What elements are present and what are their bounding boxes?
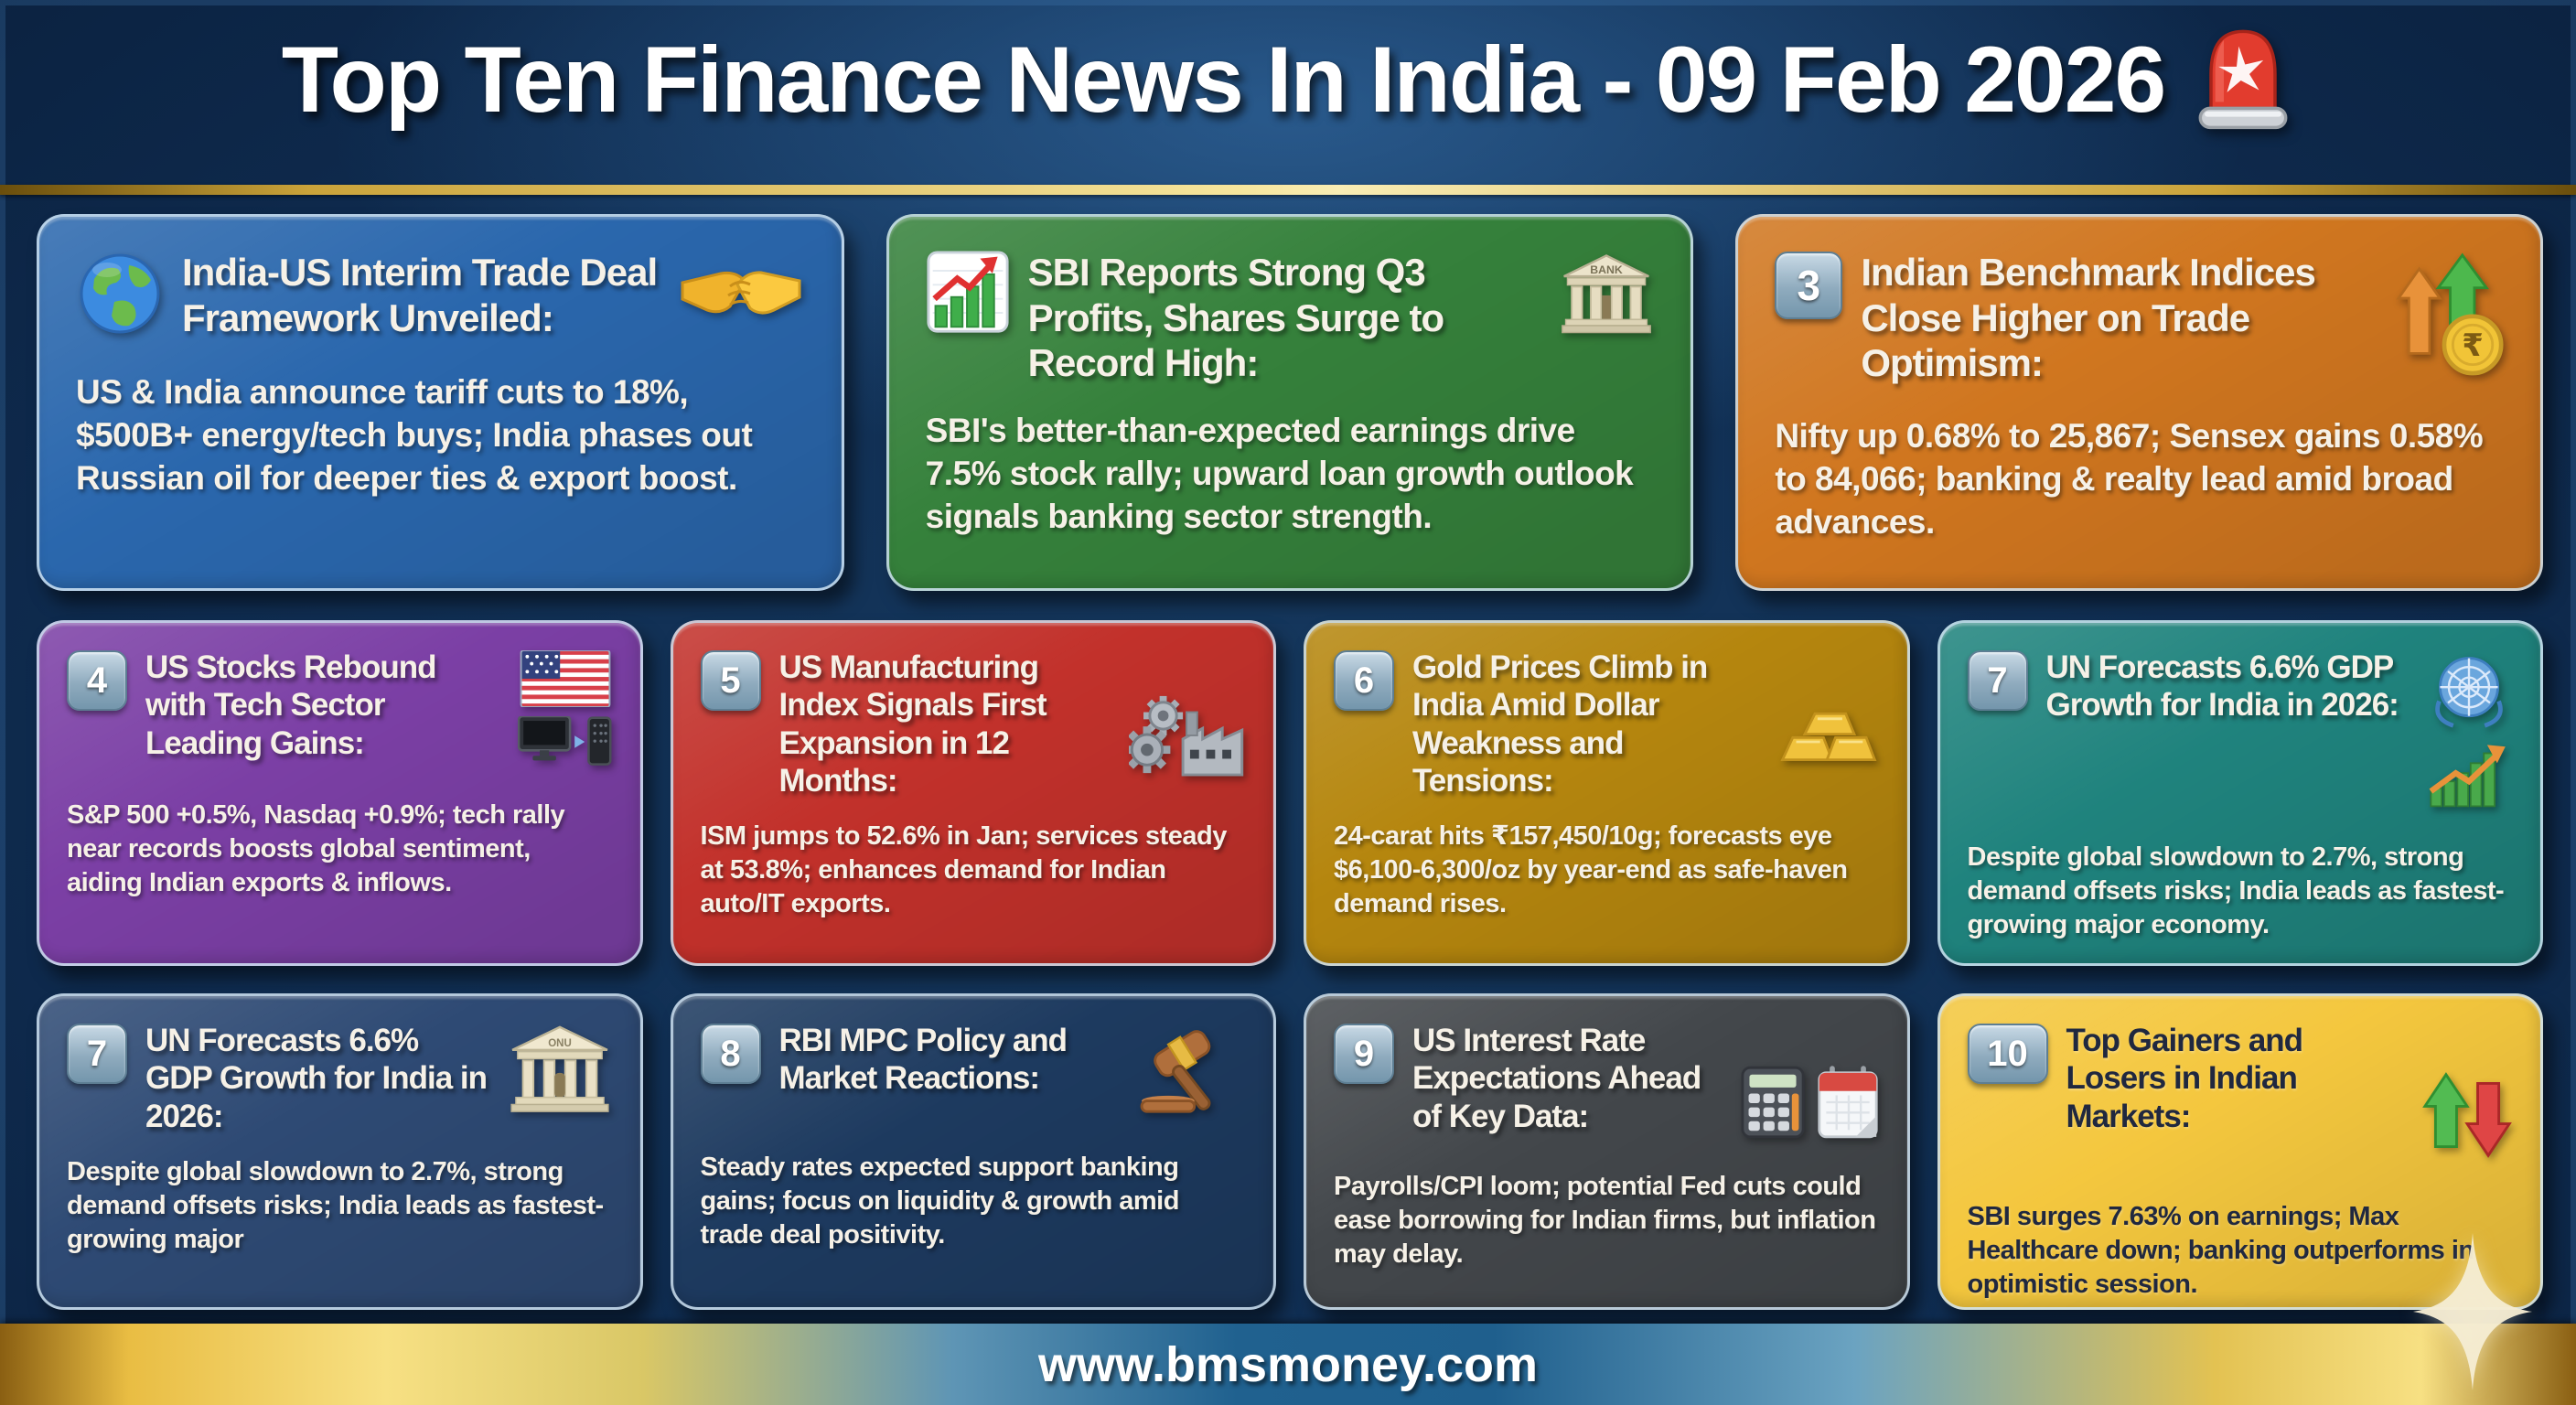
card-sbi-q3-profits: BANK SBI Reports Strong Q3 Profits, Shar… <box>886 214 1694 591</box>
footer-bar: www.bmsmoney.com <box>0 1324 2576 1405</box>
un-growth-icons <box>2425 650 2513 810</box>
police-light-icon <box>2192 24 2294 137</box>
us-flag-icon <box>520 650 610 707</box>
card-title: RBI MPC Policy and Market Reactions: <box>778 1023 1068 1097</box>
card-un-gdp-forecast-repeat: 7 ONU UN Forecasts 6.6% GDP Growth for I… <box>37 993 643 1310</box>
svg-text:₹: ₹ <box>2462 327 2484 364</box>
card-un-gdp-forecast: 7 UN Forecasts 6.6% GDP Growth for India… <box>1937 620 2543 966</box>
card-top-gainers-losers: 10 Top Gainers and Losers in Indian Mark… <box>1937 993 2543 1310</box>
card-body: ISM jumps to 52.6% in Jan; services stea… <box>700 821 1228 918</box>
card-body: SBI surges 7.63% on earnings; Max Health… <box>1967 1202 2475 1299</box>
card-body: Steady rates expected support banking ga… <box>700 1153 1180 1249</box>
us-tech-icons <box>517 650 613 767</box>
card-body: Despite global slowdown to 2.7%, strong … <box>1967 842 2505 939</box>
bank-icon: BANK <box>1559 252 1654 340</box>
row-1: India-US Interim Trade Deal Framework Un… <box>37 214 2543 591</box>
website-url: www.bmsmoney.com <box>1037 1336 1539 1392</box>
card-title: US Manufacturing Index Signals First Exp… <box>778 649 1047 799</box>
card-title: UN Forecasts 6.6% GDP Growth for India i… <box>2045 649 2399 724</box>
growth-chart-icon <box>2429 745 2506 808</box>
card-body: S&P 500 +0.5%, Nasdaq +0.9%; tech rally … <box>67 800 565 897</box>
keycap-7-icon: 7 <box>1967 650 2028 711</box>
card-body: SBI's better-than-expected earnings driv… <box>925 411 1634 535</box>
row-2: 4 US Stocks Rebound with Tech Sector Lea… <box>37 620 2543 966</box>
row-3: 7 ONU UN Forecasts 6.6% GDP Growth for I… <box>37 993 2543 1310</box>
keycap-9-icon: 9 <box>1334 1024 1394 1084</box>
card-us-manufacturing-index: 5 US Manufacturing Index Signals First E… <box>670 620 1276 966</box>
card-title: US Stocks Rebound with Tech Sector Leadi… <box>145 649 436 761</box>
keycap-3-icon: 3 <box>1775 252 1843 319</box>
card-body: Payrolls/CPI loom; potential Fed cuts co… <box>1334 1172 1876 1269</box>
page-title-text: Top Ten Finance News In India - 09 Feb 2… <box>281 27 2166 132</box>
svg-text:BANK: BANK <box>1591 263 1624 276</box>
double-up-arrows-rupee-icon: ₹ <box>2383 252 2504 381</box>
card-us-stocks-rebound: 4 US Stocks Rebound with Tech Sector Lea… <box>37 620 643 966</box>
card-title: US Interest Rate Expectations Ahead of K… <box>1412 1023 1701 1134</box>
card-title: Gold Prices Climb in India Amid Dollar W… <box>1412 649 1708 799</box>
globe-icon <box>76 250 164 342</box>
up-down-arrows-icon <box>2421 1066 2513 1169</box>
card-gold-prices: 6 Gold Prices Climb in India Amid Dollar… <box>1304 620 1910 966</box>
card-title: Indian Benchmark Indices Close Higher on… <box>1861 251 2315 385</box>
card-body: 24-carat hits ₹157,450/10g; forecasts ey… <box>1334 821 1848 918</box>
gold-bars-icon <box>1777 692 1880 770</box>
gear-small <box>1143 695 1184 735</box>
un-emblem-icon <box>2435 657 2503 728</box>
card-india-us-trade-deal: India-US Interim Trade Deal Framework Un… <box>37 214 844 591</box>
handshake-icon <box>677 252 805 337</box>
calendar-icon <box>1817 1066 1878 1139</box>
card-title: India-US Interim Trade Deal Framework Un… <box>182 251 658 339</box>
card-title: Top Gainers and Losers in Indian Markets… <box>2066 1023 2304 1134</box>
card-body: Nifty up 0.68% to 25,867; Sensex gains 0… <box>1775 417 2484 541</box>
keycap-7-icon: 7 <box>67 1024 127 1084</box>
card-body: Despite global slowdown to 2.7%, strong … <box>67 1156 604 1254</box>
page-title: Top Ten Finance News In India - 09 Feb 2… <box>282 13 2294 148</box>
red-down-arrow <box>2464 1081 2512 1158</box>
keycap-10-icon: 10 <box>1967 1024 2048 1084</box>
green-up-arrow <box>2422 1072 2470 1149</box>
card-title: SBI Reports Strong Q3 Profits, Shares Su… <box>1027 251 1444 385</box>
classical-building-icon: ONU <box>507 1024 613 1120</box>
card-body: US & India announce tariff cuts to 18%, … <box>76 373 753 497</box>
orange-up-arrow <box>2396 266 2442 355</box>
sparkle-icon <box>2411 1233 2534 1395</box>
gavel-icon <box>1131 1024 1246 1120</box>
gears-factory-icon <box>1123 692 1246 783</box>
desktop-phone-icon <box>517 716 611 766</box>
keycap-6-icon: 6 <box>1334 650 1394 711</box>
gold-divider <box>0 185 2576 195</box>
header: Top Ten Finance News In India - 09 Feb 2… <box>0 13 2576 148</box>
card-rbi-mpc-policy: 8 RBI MPC Policy and Market Reactions: S… <box>670 993 1276 1310</box>
keycap-8-icon: 8 <box>700 1024 761 1084</box>
card-title: UN Forecasts 6.6% GDP Growth for India i… <box>145 1023 488 1134</box>
keycap-4-icon: 4 <box>67 650 127 711</box>
keycap-5-icon: 5 <box>700 650 761 711</box>
calc-calendar-icons <box>1740 1066 1880 1139</box>
card-us-interest-rates: 9 US Interest Rate Expectations Ahead of… <box>1304 993 1910 1310</box>
card-benchmark-indices: 3 ₹ Indian Benchmark Indices Close Highe… <box>1735 214 2543 591</box>
gear-large <box>1123 726 1171 774</box>
svg-text:ONU: ONU <box>548 1038 572 1049</box>
calculator-icon <box>1740 1066 1805 1139</box>
stock-chart-icon <box>926 250 1010 338</box>
